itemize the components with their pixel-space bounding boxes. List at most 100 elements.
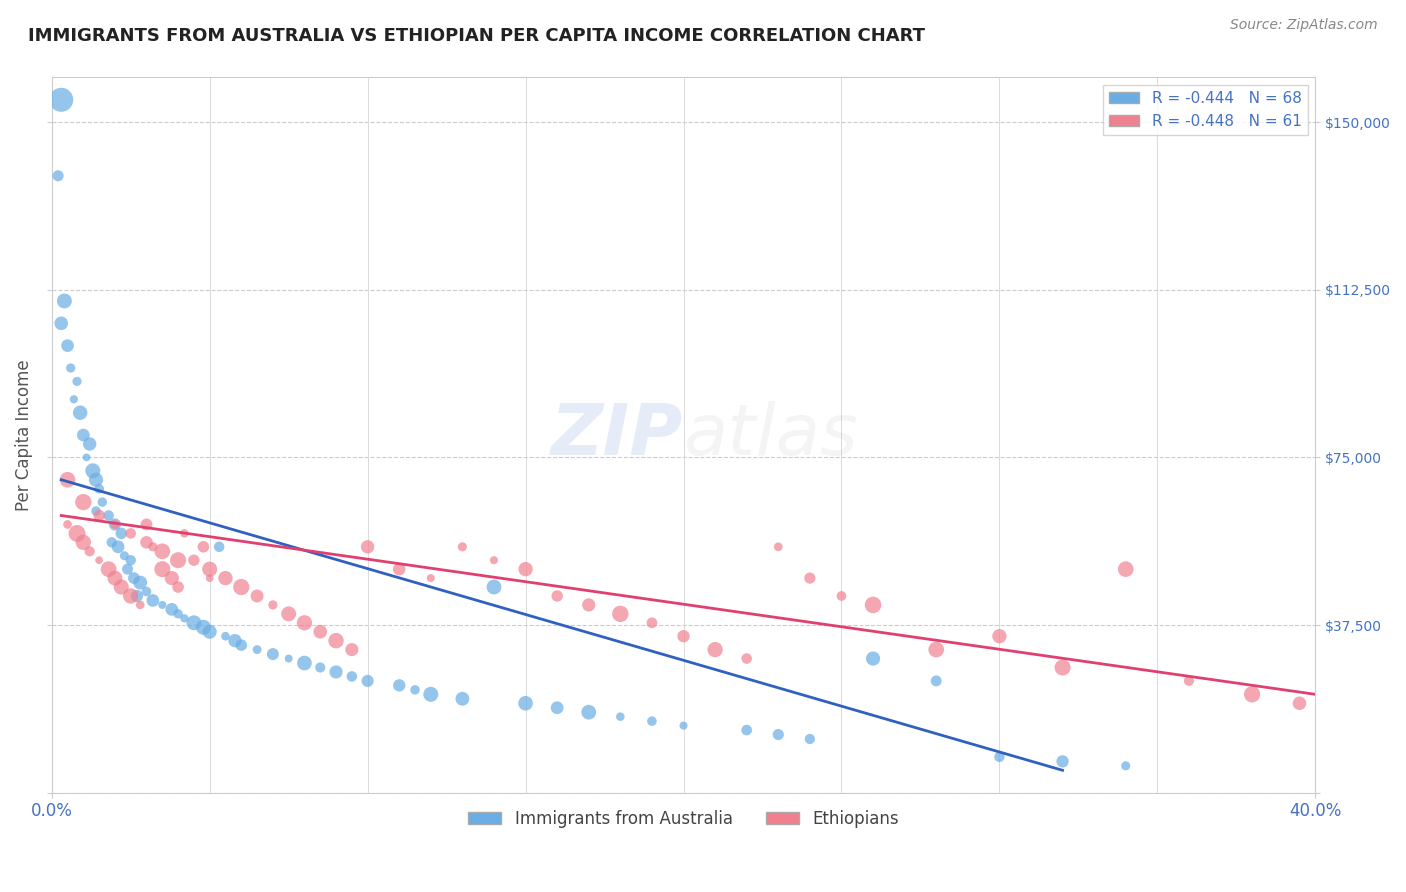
Point: [120, 526, 142, 541]
Point: [110, 580, 132, 594]
Point: [419, 571, 441, 585]
Point: [231, 580, 253, 594]
Point: [768, 727, 790, 741]
Point: [704, 642, 727, 657]
Point: [104, 517, 127, 532]
Point: [122, 571, 145, 585]
Point: [641, 615, 664, 630]
Point: [672, 718, 695, 732]
Point: [356, 673, 378, 688]
Point: [1241, 687, 1264, 701]
Point: [609, 607, 631, 621]
Legend: Immigrants from Australia, Ethiopians: Immigrants from Australia, Ethiopians: [461, 803, 905, 834]
Point: [515, 696, 537, 710]
Point: [277, 607, 299, 621]
Point: [135, 584, 157, 599]
Point: [1052, 660, 1074, 674]
Point: [214, 629, 236, 643]
Point: [862, 651, 884, 665]
Point: [309, 660, 332, 674]
Point: [356, 540, 378, 554]
Text: Source: ZipAtlas.com: Source: ZipAtlas.com: [1230, 18, 1378, 32]
Point: [79, 544, 101, 558]
Point: [46, 169, 69, 183]
Point: [641, 714, 664, 728]
Point: [173, 526, 195, 541]
Point: [53, 293, 76, 308]
Point: [404, 682, 426, 697]
Point: [150, 562, 173, 576]
Point: [340, 642, 363, 657]
Point: [862, 598, 884, 612]
Point: [988, 629, 1011, 643]
Point: [325, 665, 347, 679]
Point: [388, 562, 411, 576]
Point: [183, 615, 205, 630]
Point: [72, 495, 94, 509]
Point: [735, 723, 758, 737]
Point: [231, 638, 253, 652]
Point: [142, 593, 165, 607]
Point: [672, 629, 695, 643]
Point: [66, 526, 89, 541]
Point: [546, 700, 568, 714]
Point: [262, 598, 284, 612]
Point: [104, 517, 127, 532]
Point: [768, 540, 790, 554]
Point: [59, 361, 82, 376]
Point: [167, 580, 190, 594]
Point: [830, 589, 852, 603]
Point: [69, 406, 91, 420]
Point: [117, 562, 139, 576]
Text: ZIP: ZIP: [551, 401, 683, 469]
Point: [142, 540, 165, 554]
Point: [277, 651, 299, 665]
Point: [799, 571, 821, 585]
Text: IMMIGRANTS FROM AUSTRALIA VS ETHIOPIAN PER CAPITA INCOME CORRELATION CHART: IMMIGRANTS FROM AUSTRALIA VS ETHIOPIAN P…: [28, 27, 925, 45]
Point: [735, 651, 758, 665]
Point: [89, 482, 111, 496]
Point: [89, 553, 111, 567]
Point: [340, 669, 363, 683]
Point: [79, 437, 101, 451]
Y-axis label: Per Capita Income: Per Capita Income: [15, 359, 32, 511]
Point: [799, 731, 821, 746]
Point: [107, 540, 129, 554]
Point: [214, 571, 236, 585]
Point: [56, 338, 79, 352]
Point: [150, 598, 173, 612]
Point: [988, 750, 1011, 764]
Point: [89, 508, 111, 523]
Point: [72, 428, 94, 442]
Point: [309, 624, 332, 639]
Point: [51, 93, 73, 107]
Point: [76, 450, 98, 465]
Point: [150, 544, 173, 558]
Point: [578, 705, 600, 719]
Point: [419, 687, 441, 701]
Point: [246, 589, 269, 603]
Point: [1288, 696, 1310, 710]
Point: [112, 549, 135, 563]
Point: [482, 580, 505, 594]
Point: [1052, 755, 1074, 769]
Point: [125, 589, 148, 603]
Point: [193, 620, 215, 634]
Point: [451, 540, 474, 554]
Point: [198, 624, 221, 639]
Point: [160, 571, 183, 585]
Point: [167, 553, 190, 567]
Point: [925, 673, 948, 688]
Point: [135, 517, 157, 532]
Point: [224, 633, 246, 648]
Point: [66, 375, 89, 389]
Point: [120, 553, 142, 567]
Point: [198, 562, 221, 576]
Point: [91, 495, 114, 509]
Point: [167, 607, 190, 621]
Point: [546, 589, 568, 603]
Point: [294, 656, 316, 670]
Point: [294, 615, 316, 630]
Point: [609, 709, 631, 723]
Point: [183, 553, 205, 567]
